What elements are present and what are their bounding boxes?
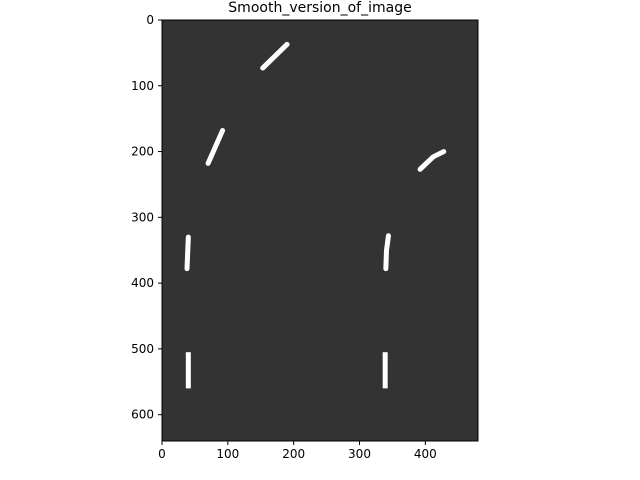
- image-plot: [161, 19, 479, 442]
- image-stroke-2: [205, 128, 226, 166]
- chart-title: Smooth_version_of_image: [228, 0, 411, 16]
- axes-frame: [161, 19, 479, 442]
- x-tick-label: 200: [282, 447, 305, 461]
- y-tick-label: 0: [146, 13, 154, 27]
- x-tick-label: 0: [158, 447, 166, 461]
- y-tick-label: 600: [131, 408, 154, 422]
- image-background: [162, 20, 478, 441]
- y-tick-label: 400: [131, 276, 154, 290]
- y-axis: 0 100 200 300 400 500 600: [131, 13, 162, 422]
- image-stroke-1: [260, 41, 290, 71]
- y-tick-label: 200: [131, 145, 154, 159]
- x-tick-label: 100: [216, 447, 239, 461]
- x-tick-label: 400: [414, 447, 437, 461]
- x-tick-label: 300: [348, 447, 371, 461]
- y-tick-label: 100: [131, 79, 154, 93]
- image-stroke-5: [383, 233, 391, 272]
- image-strokes: [184, 41, 447, 389]
- x-axis: 0 100 200 300 400: [158, 441, 437, 461]
- y-tick-label: 300: [131, 210, 154, 224]
- y-tick-label: 500: [131, 342, 154, 356]
- image-stroke-3: [417, 149, 447, 172]
- image-stroke-4: [184, 234, 191, 272]
